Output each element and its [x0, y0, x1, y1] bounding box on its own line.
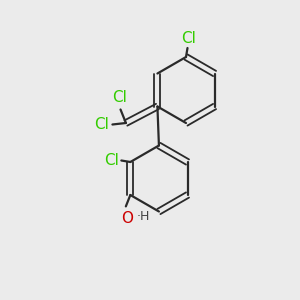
Text: Cl: Cl: [94, 117, 109, 132]
Text: Cl: Cl: [104, 153, 119, 168]
Text: ·H: ·H: [137, 210, 150, 223]
Text: O: O: [121, 211, 133, 226]
Text: Cl: Cl: [181, 31, 196, 46]
Text: Cl: Cl: [112, 90, 127, 105]
